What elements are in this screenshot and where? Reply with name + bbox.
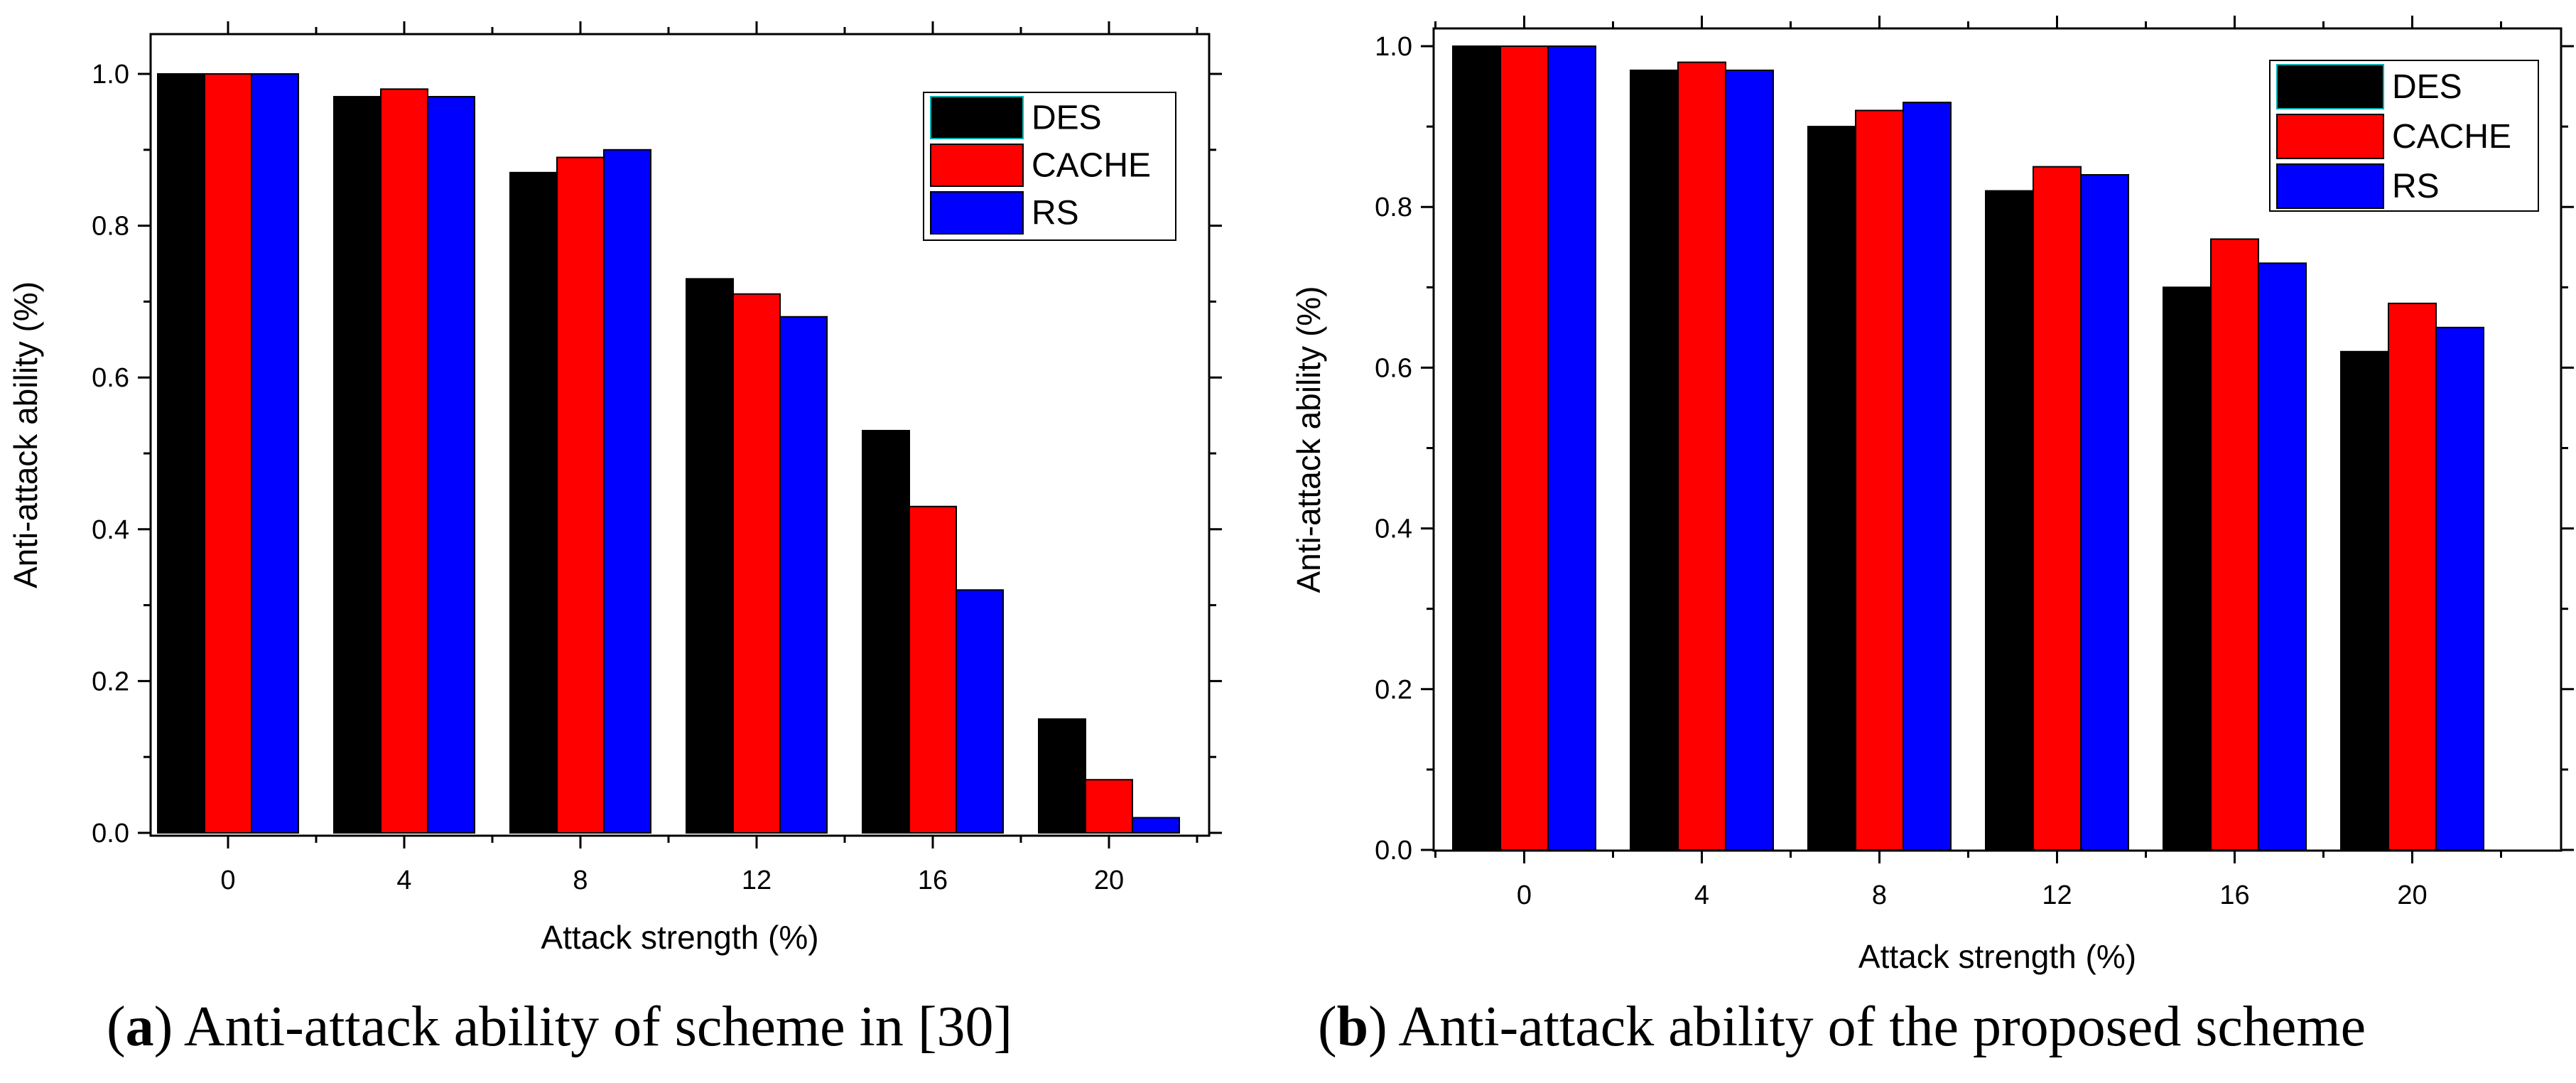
x-tick-label: 8 <box>573 866 588 895</box>
bar-rs-20 <box>2435 326 2484 851</box>
y-tick-label: 0.2 <box>92 667 129 696</box>
x-tick-label: 12 <box>2042 880 2072 910</box>
bar-rs-8 <box>1903 102 1952 851</box>
bar-rs-4 <box>1725 69 1774 851</box>
legend-label-des: DES <box>1032 99 1102 137</box>
caption-a-letter: a <box>125 996 154 1058</box>
legend-label-des: DES <box>2392 68 2462 106</box>
bar-des-12 <box>686 278 734 834</box>
x-axis-label: Attack strength (%) <box>541 919 818 956</box>
legend-label-cache: CACHE <box>2392 118 2511 156</box>
y-tick-label: 0.8 <box>92 212 129 242</box>
x-axis-label: Attack strength (%) <box>1858 938 2136 975</box>
legend-swatch-des <box>930 96 1024 139</box>
x-tick-label: 20 <box>1094 866 1124 895</box>
x-tick-label: 4 <box>1694 880 1709 910</box>
y-tick-label: 1.0 <box>92 60 129 90</box>
x-tick-label: 12 <box>742 866 772 895</box>
y-tick-label: 0.0 <box>92 819 129 848</box>
bar-rs-16 <box>956 589 1004 834</box>
x-tick-label: 20 <box>2397 880 2427 910</box>
y-tick-label: 0.4 <box>1375 514 1412 544</box>
bar-rs-0 <box>1547 45 1596 851</box>
y-tick-label: 0.4 <box>92 515 129 545</box>
y-tick-label: 0.6 <box>1375 353 1412 383</box>
legend-label-cache: CACHE <box>1032 147 1151 185</box>
bar-des-0 <box>157 73 205 834</box>
x-tick-label: 8 <box>1872 880 1887 910</box>
bar-rs-12 <box>779 316 828 834</box>
caption-b-letter: b <box>1336 996 1369 1058</box>
bar-cache-16 <box>2210 238 2259 851</box>
y-tick-label: 0.2 <box>1375 675 1412 705</box>
plot-frame <box>149 33 1211 837</box>
legend-label-rs: RS <box>1032 195 1079 232</box>
bar-cache-12 <box>732 293 781 834</box>
bar-des-8 <box>1807 126 1856 851</box>
bar-rs-8 <box>603 149 651 834</box>
y-tick-label: 1.0 <box>1375 32 1412 62</box>
legend-swatch-cache <box>930 144 1024 187</box>
bar-cache-20 <box>2388 302 2437 851</box>
bar-rs-20 <box>1132 817 1180 834</box>
bar-cache-8 <box>556 156 605 834</box>
bar-rs-4 <box>427 96 475 834</box>
bar-rs-16 <box>2258 262 2307 851</box>
y-axis-label: Anti-attack ability (%) <box>7 281 44 588</box>
bar-cache-16 <box>909 505 957 834</box>
chart-a: 0.0 0.2 0.4 0.6 0.8 1.0 0 4 8 12 16 20 Attack streng… <box>7 21 1222 956</box>
legend-swatch-des <box>2276 64 2384 109</box>
caption-b: (b) Anti-attack ability of the proposed … <box>1318 996 2366 1058</box>
legend-swatch-rs <box>930 191 1024 235</box>
x-tick-label: 4 <box>396 866 411 895</box>
legend-swatch-rs <box>2276 163 2384 209</box>
y-tick-label: 0.6 <box>92 363 129 393</box>
bar-des-16 <box>2163 286 2212 851</box>
x-tick-label: 16 <box>918 866 948 895</box>
bar-des-20 <box>2340 350 2389 851</box>
caption-b-text: ) Anti-attack ability of the proposed sc… <box>1368 996 2366 1058</box>
bar-cache-0 <box>204 73 252 834</box>
bar-des-12 <box>1985 190 2034 851</box>
bar-des-4 <box>333 96 381 834</box>
bar-des-4 <box>1630 69 1679 851</box>
y-axis-label: Anti-attack ability (%) <box>1290 286 1327 593</box>
bar-cache-8 <box>1855 109 1904 851</box>
bar-des-20 <box>1038 718 1086 834</box>
caption-a: (a) Anti-attack ability of scheme in [30… <box>107 996 1013 1058</box>
x-tick-label: 16 <box>2219 880 2249 910</box>
bar-cache-0 <box>1500 45 1549 851</box>
legend-label-rs: RS <box>2392 168 2440 205</box>
x-tick-label: 0 <box>1517 880 1532 910</box>
y-tick-label: 0.0 <box>1375 836 1412 866</box>
bar-cache-20 <box>1085 779 1133 834</box>
bar-rs-12 <box>2080 173 2129 851</box>
bar-cache-12 <box>2033 166 2082 851</box>
bar-rs-0 <box>251 73 299 834</box>
bar-cache-4 <box>1677 61 1726 851</box>
legend-swatch-cache <box>2276 114 2384 159</box>
bar-des-0 <box>1452 45 1501 851</box>
caption-a-text: ) Anti-attack ability of scheme in [30] <box>153 996 1013 1058</box>
bar-cache-4 <box>380 88 428 834</box>
x-tick-label: 0 <box>220 866 235 895</box>
y-tick-label: 0.8 <box>1375 193 1412 222</box>
bar-des-16 <box>862 429 910 834</box>
plot-frame <box>1432 27 2563 852</box>
chart-b: 0.0 0.2 0.4 0.6 0.8 1.0 0 4 8 12 16 20 Attack streng… <box>1290 16 2574 975</box>
bar-des-8 <box>509 171 558 834</box>
